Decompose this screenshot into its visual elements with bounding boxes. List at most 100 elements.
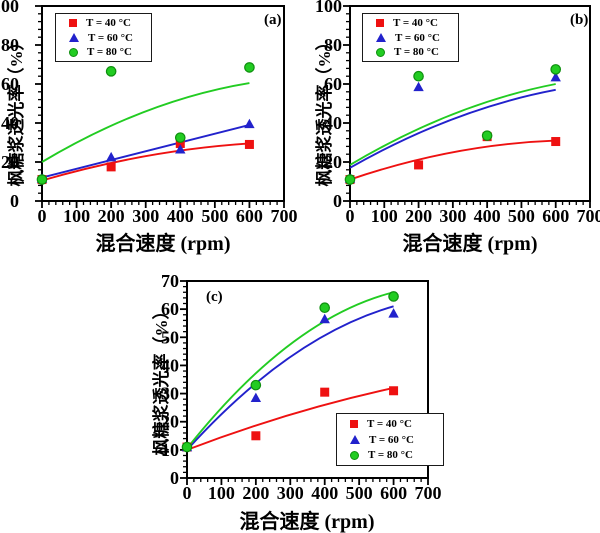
x-tick-label: 400 xyxy=(311,483,338,503)
x-tick-label: 600 xyxy=(236,206,263,226)
square-marker-icon xyxy=(376,18,384,27)
legend-item-40c: T = 40 °C xyxy=(69,17,151,29)
data-point-marker xyxy=(244,118,255,129)
plot-frame-b xyxy=(349,5,591,202)
x-axis-label-a: 混合速度 (rpm) xyxy=(95,233,231,255)
x-tick-label: 400 xyxy=(474,206,501,226)
data-point-marker xyxy=(250,379,262,391)
fit-curve-T=80°C xyxy=(349,83,556,166)
circle-marker-icon xyxy=(69,47,78,57)
legend-label: T = 40 °C xyxy=(393,16,438,29)
data-point-marker xyxy=(550,64,562,75)
panel-label-b: (b) xyxy=(570,12,589,28)
legend-item-80c: T = 80 °C xyxy=(376,46,458,58)
data-point-marker xyxy=(106,162,116,172)
legend-a: T = 40 °C T = 60 °C T = 80 °C xyxy=(55,13,152,62)
data-point-marker xyxy=(413,81,424,92)
square-marker-icon xyxy=(69,18,77,27)
x-tick-label: 500 xyxy=(508,206,535,226)
y-tick-label: 0 xyxy=(10,191,19,211)
y-tick-label: 80 xyxy=(324,35,342,55)
legend-item-80c: T = 80 °C xyxy=(350,449,443,461)
y-tick-label: 20 xyxy=(1,152,19,172)
y-tick-label: 40 xyxy=(1,113,19,133)
fit-curve-T=80°C xyxy=(186,291,394,450)
x-tick-label: 200 xyxy=(98,206,125,226)
data-point-marker xyxy=(175,138,185,148)
x-tick-label: 200 xyxy=(242,483,269,503)
data-point-marker xyxy=(250,392,262,402)
x-tick-label: 200 xyxy=(405,206,432,226)
legend-label: T = 80 °C xyxy=(87,46,132,59)
fit-curve-T=60°C xyxy=(186,305,394,451)
x-tick-label: 500 xyxy=(201,206,228,226)
data-point-marker xyxy=(319,302,331,314)
x-tick-label: 0 xyxy=(183,483,192,503)
legend-item-80c: T = 80 °C xyxy=(69,46,151,58)
data-point-marker xyxy=(175,144,186,154)
legend-c: T = 40 °C T = 60 °C T = 80 °C xyxy=(336,413,444,466)
y-axis-label-c: 枫糖浆透光率（%） xyxy=(152,302,171,456)
data-point-marker xyxy=(551,137,561,147)
data-point-marker xyxy=(388,308,399,318)
plot-frame-c xyxy=(186,280,429,479)
legend-b: T = 40 °C T = 60 °C T = 80 °C xyxy=(362,13,459,62)
data-point-marker xyxy=(550,71,561,82)
y-tick-label: 100 xyxy=(0,0,19,16)
y-tick-label: 10 xyxy=(161,440,179,460)
panel-label-a: (a) xyxy=(264,12,282,28)
legend-label: T = 80 °C xyxy=(368,449,413,462)
x-tick-label: 300 xyxy=(439,206,466,226)
x-tick-label: 100 xyxy=(208,483,235,503)
data-point-marker xyxy=(251,431,261,441)
panel-label-c: (c) xyxy=(206,289,223,305)
y-tick-label: 100 xyxy=(315,0,342,16)
x-tick-label: 400 xyxy=(167,206,194,226)
y-tick-label: 60 xyxy=(324,74,342,94)
data-point-marker xyxy=(36,174,48,185)
legend-label: T = 60 °C xyxy=(395,31,440,44)
fit-curve-T=60°C xyxy=(349,88,556,169)
y-tick-label: 40 xyxy=(324,113,342,133)
data-point-marker xyxy=(388,291,399,302)
legend-item-60c: T = 60 °C xyxy=(376,32,458,44)
legend-label: T = 80 °C xyxy=(394,46,439,59)
x-tick-label: 600 xyxy=(380,483,407,503)
legend-item-40c: T = 40 °C xyxy=(350,418,443,430)
x-tick-label: 0 xyxy=(346,206,355,226)
y-tick-label: 40 xyxy=(161,355,179,375)
data-point-marker xyxy=(413,70,424,82)
data-point-marker xyxy=(344,174,356,185)
legend-label: T = 40 °C xyxy=(367,417,412,430)
x-tick-label: 700 xyxy=(577,206,600,226)
y-tick-label: 0 xyxy=(170,468,179,488)
y-tick-label: 30 xyxy=(161,384,179,404)
x-axis-label-b: 混合速度 (rpm) xyxy=(402,233,538,255)
x-tick-label: 700 xyxy=(271,206,298,226)
y-tick-label: 20 xyxy=(324,152,342,172)
legend-label: T = 60 °C xyxy=(369,433,414,446)
y-tick-label: 80 xyxy=(1,35,19,55)
y-tick-label: 60 xyxy=(1,74,19,94)
legend-label: T = 60 °C xyxy=(88,31,133,44)
data-point-marker xyxy=(414,160,424,170)
x-tick-label: 600 xyxy=(542,206,569,226)
legend-item-40c: T = 40 °C xyxy=(376,17,458,29)
x-tick-label: 100 xyxy=(63,206,90,226)
y-axis-label-a: 枫糖浆透光率（%） xyxy=(7,33,26,187)
data-point-marker xyxy=(105,151,117,162)
data-point-marker xyxy=(105,66,117,77)
data-point-marker xyxy=(389,386,399,396)
x-tick-label: 300 xyxy=(277,483,304,503)
data-point-marker xyxy=(319,313,330,324)
data-point-marker xyxy=(174,132,186,143)
data-point-marker xyxy=(244,139,254,149)
circle-marker-icon xyxy=(350,450,359,460)
data-point-marker xyxy=(320,387,330,397)
y-tick-label: 0 xyxy=(333,191,342,211)
circle-marker-icon xyxy=(376,47,385,57)
plot-frame-a xyxy=(41,5,285,202)
y-tick-label: 50 xyxy=(161,327,179,347)
